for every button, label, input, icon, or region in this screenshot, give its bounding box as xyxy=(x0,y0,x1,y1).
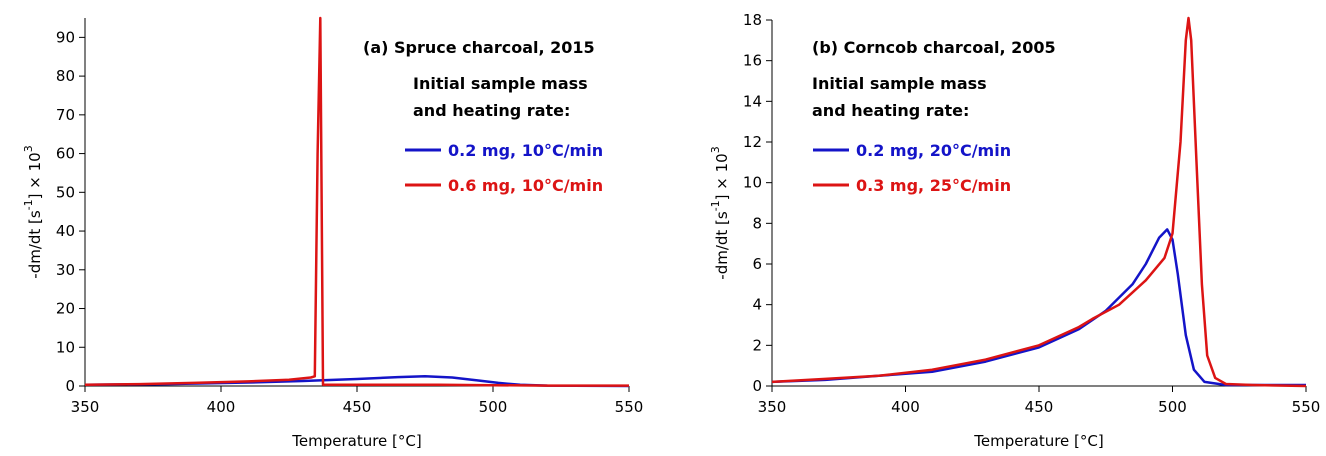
x-tick-label: 350 xyxy=(758,398,787,416)
x-tick-label: 350 xyxy=(71,398,100,416)
y-tick-label: 6 xyxy=(752,255,762,273)
y-tick-label: 50 xyxy=(56,183,75,201)
annotation: and heating rate: xyxy=(812,101,969,120)
x-axis-label: Temperature [°C] xyxy=(973,432,1103,450)
chart-title: (b) Corncob charcoal, 2005 xyxy=(812,38,1056,57)
x-tick-label: 400 xyxy=(891,398,920,416)
x-tick-label: 450 xyxy=(343,398,372,416)
y-axis-label-part: ] × 10 xyxy=(713,153,731,200)
y-tick-label: 12 xyxy=(743,133,762,151)
y-tick-label: 40 xyxy=(56,222,75,240)
annotation: Initial sample mass xyxy=(413,74,588,93)
legend-label: 0.6 mg, 10°C/min xyxy=(448,176,603,195)
y-tick-label: 18 xyxy=(743,11,762,29)
x-tick-label: 500 xyxy=(479,398,508,416)
legend-label: 0.2 mg, 20°C/min xyxy=(856,141,1011,160)
annotation: and heating rate: xyxy=(413,101,570,120)
y-tick-label: 0 xyxy=(65,377,75,395)
y-tick-label: 0 xyxy=(752,377,762,395)
y-tick-label: 90 xyxy=(56,28,75,46)
y-axis-label: -dm/dt [s-1] × 103 xyxy=(22,145,44,278)
x-axis-label: Temperature [°C] xyxy=(291,432,421,450)
legend-label: 0.3 mg, 25°C/min xyxy=(856,176,1011,195)
x-tick-label: 550 xyxy=(1292,398,1321,416)
y-tick-label: 80 xyxy=(56,67,75,85)
y-axis-label-part: -1 xyxy=(22,199,35,210)
x-tick-label: 500 xyxy=(1158,398,1187,416)
x-tick-label: 400 xyxy=(207,398,236,416)
series-line xyxy=(84,16,629,387)
y-tick-label: 30 xyxy=(56,261,75,279)
y-tick-label: 16 xyxy=(743,52,762,70)
y-tick-label: 70 xyxy=(56,106,75,124)
x-tick-label: 450 xyxy=(1025,398,1054,416)
series-line xyxy=(771,228,1306,387)
y-tick-label: 8 xyxy=(752,214,762,232)
y-axis-label-part: 3 xyxy=(22,145,35,152)
y-tick-label: 10 xyxy=(56,338,75,356)
y-tick-label: 20 xyxy=(56,300,75,318)
y-axis-label-part: -dm/dt [s xyxy=(26,210,44,279)
y-axis-label: -dm/dt [s-1] × 103 xyxy=(709,146,731,279)
series-line xyxy=(771,16,1307,388)
y-tick-label: 2 xyxy=(752,336,762,354)
y-axis-label-part: 3 xyxy=(709,146,722,153)
y-axis-label-part: -1 xyxy=(709,200,722,211)
y-axis-label-part: ] × 10 xyxy=(26,152,44,199)
legend-label: 0.2 mg, 10°C/min xyxy=(448,141,603,160)
chart-title: (a) Spruce charcoal, 2015 xyxy=(363,38,595,57)
x-tick-label: 550 xyxy=(615,398,644,416)
y-axis-label-part: -dm/dt [s xyxy=(713,211,731,280)
annotation: Initial sample mass xyxy=(812,74,987,93)
y-tick-label: 14 xyxy=(743,92,762,110)
y-tick-label: 10 xyxy=(743,174,762,192)
y-tick-label: 60 xyxy=(56,145,75,163)
y-tick-label: 4 xyxy=(752,296,762,314)
